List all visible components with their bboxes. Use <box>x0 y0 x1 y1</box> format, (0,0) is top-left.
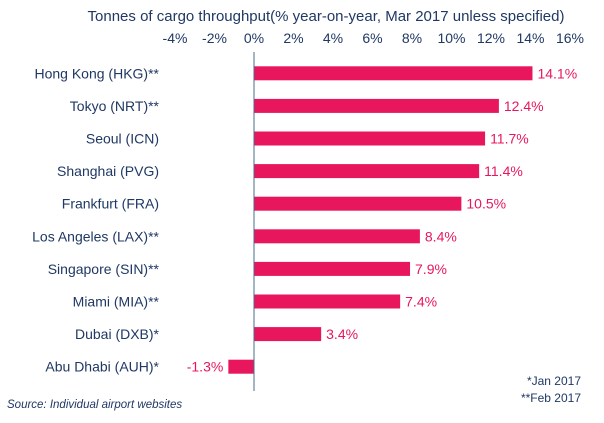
x-tick-label: 0% <box>244 30 264 46</box>
category-label: Hong Kong (HKG)** <box>34 65 159 81</box>
bar <box>254 294 401 309</box>
bar <box>254 66 533 81</box>
value-label: 14.1% <box>537 65 577 81</box>
value-label: 3.4% <box>326 326 358 342</box>
bar <box>254 327 322 342</box>
category-label: Miami (MIA)** <box>73 294 160 310</box>
x-tick-label: 10% <box>437 30 465 46</box>
category-label: Los Angeles (LAX)** <box>32 228 159 244</box>
value-label: 7.4% <box>405 294 437 310</box>
bar <box>254 131 486 146</box>
value-label: 10.5% <box>466 196 506 212</box>
value-label: 11.7% <box>490 131 529 147</box>
value-label: -1.3% <box>187 359 224 375</box>
value-label: 7.9% <box>415 261 447 277</box>
value-label: 8.4% <box>425 228 457 244</box>
category-label: Seoul (ICN) <box>86 131 159 147</box>
x-tick-label: 8% <box>402 30 422 46</box>
x-tick-label: 2% <box>283 30 303 46</box>
category-label: Tokyo (NRT)** <box>70 98 160 114</box>
x-tick-label: -2% <box>202 30 227 46</box>
bar <box>254 164 480 179</box>
source-note: Source: Individual airport websites <box>7 399 182 411</box>
category-label: Dubai (DXB)* <box>75 326 160 342</box>
x-tick-label: 16% <box>556 30 584 46</box>
x-tick-label: -4% <box>163 30 188 46</box>
bar <box>254 261 411 276</box>
bar <box>228 359 254 374</box>
category-label: Abu Dhabi (AUH)* <box>45 359 159 375</box>
x-tick-label: 14% <box>516 30 544 46</box>
category-label: Frankfurt (FRA) <box>62 196 159 212</box>
bar <box>254 229 420 244</box>
x-tick-label: 12% <box>477 30 505 46</box>
footnote-jan: *Jan 2017 <box>527 374 581 388</box>
x-tick-label: 4% <box>323 30 343 46</box>
category-label: Shanghai (PVG) <box>57 163 159 179</box>
x-tick-label: 6% <box>362 30 382 46</box>
chart-title: Tonnes of cargo throughput(% year-on-yea… <box>88 8 565 25</box>
value-label: 12.4% <box>504 98 544 114</box>
footnote-feb: **Feb 2017 <box>521 391 581 405</box>
bar <box>254 98 499 113</box>
value-label: 11.4% <box>484 163 523 179</box>
category-label: Singapore (SIN)** <box>48 261 160 277</box>
bar <box>254 196 462 211</box>
